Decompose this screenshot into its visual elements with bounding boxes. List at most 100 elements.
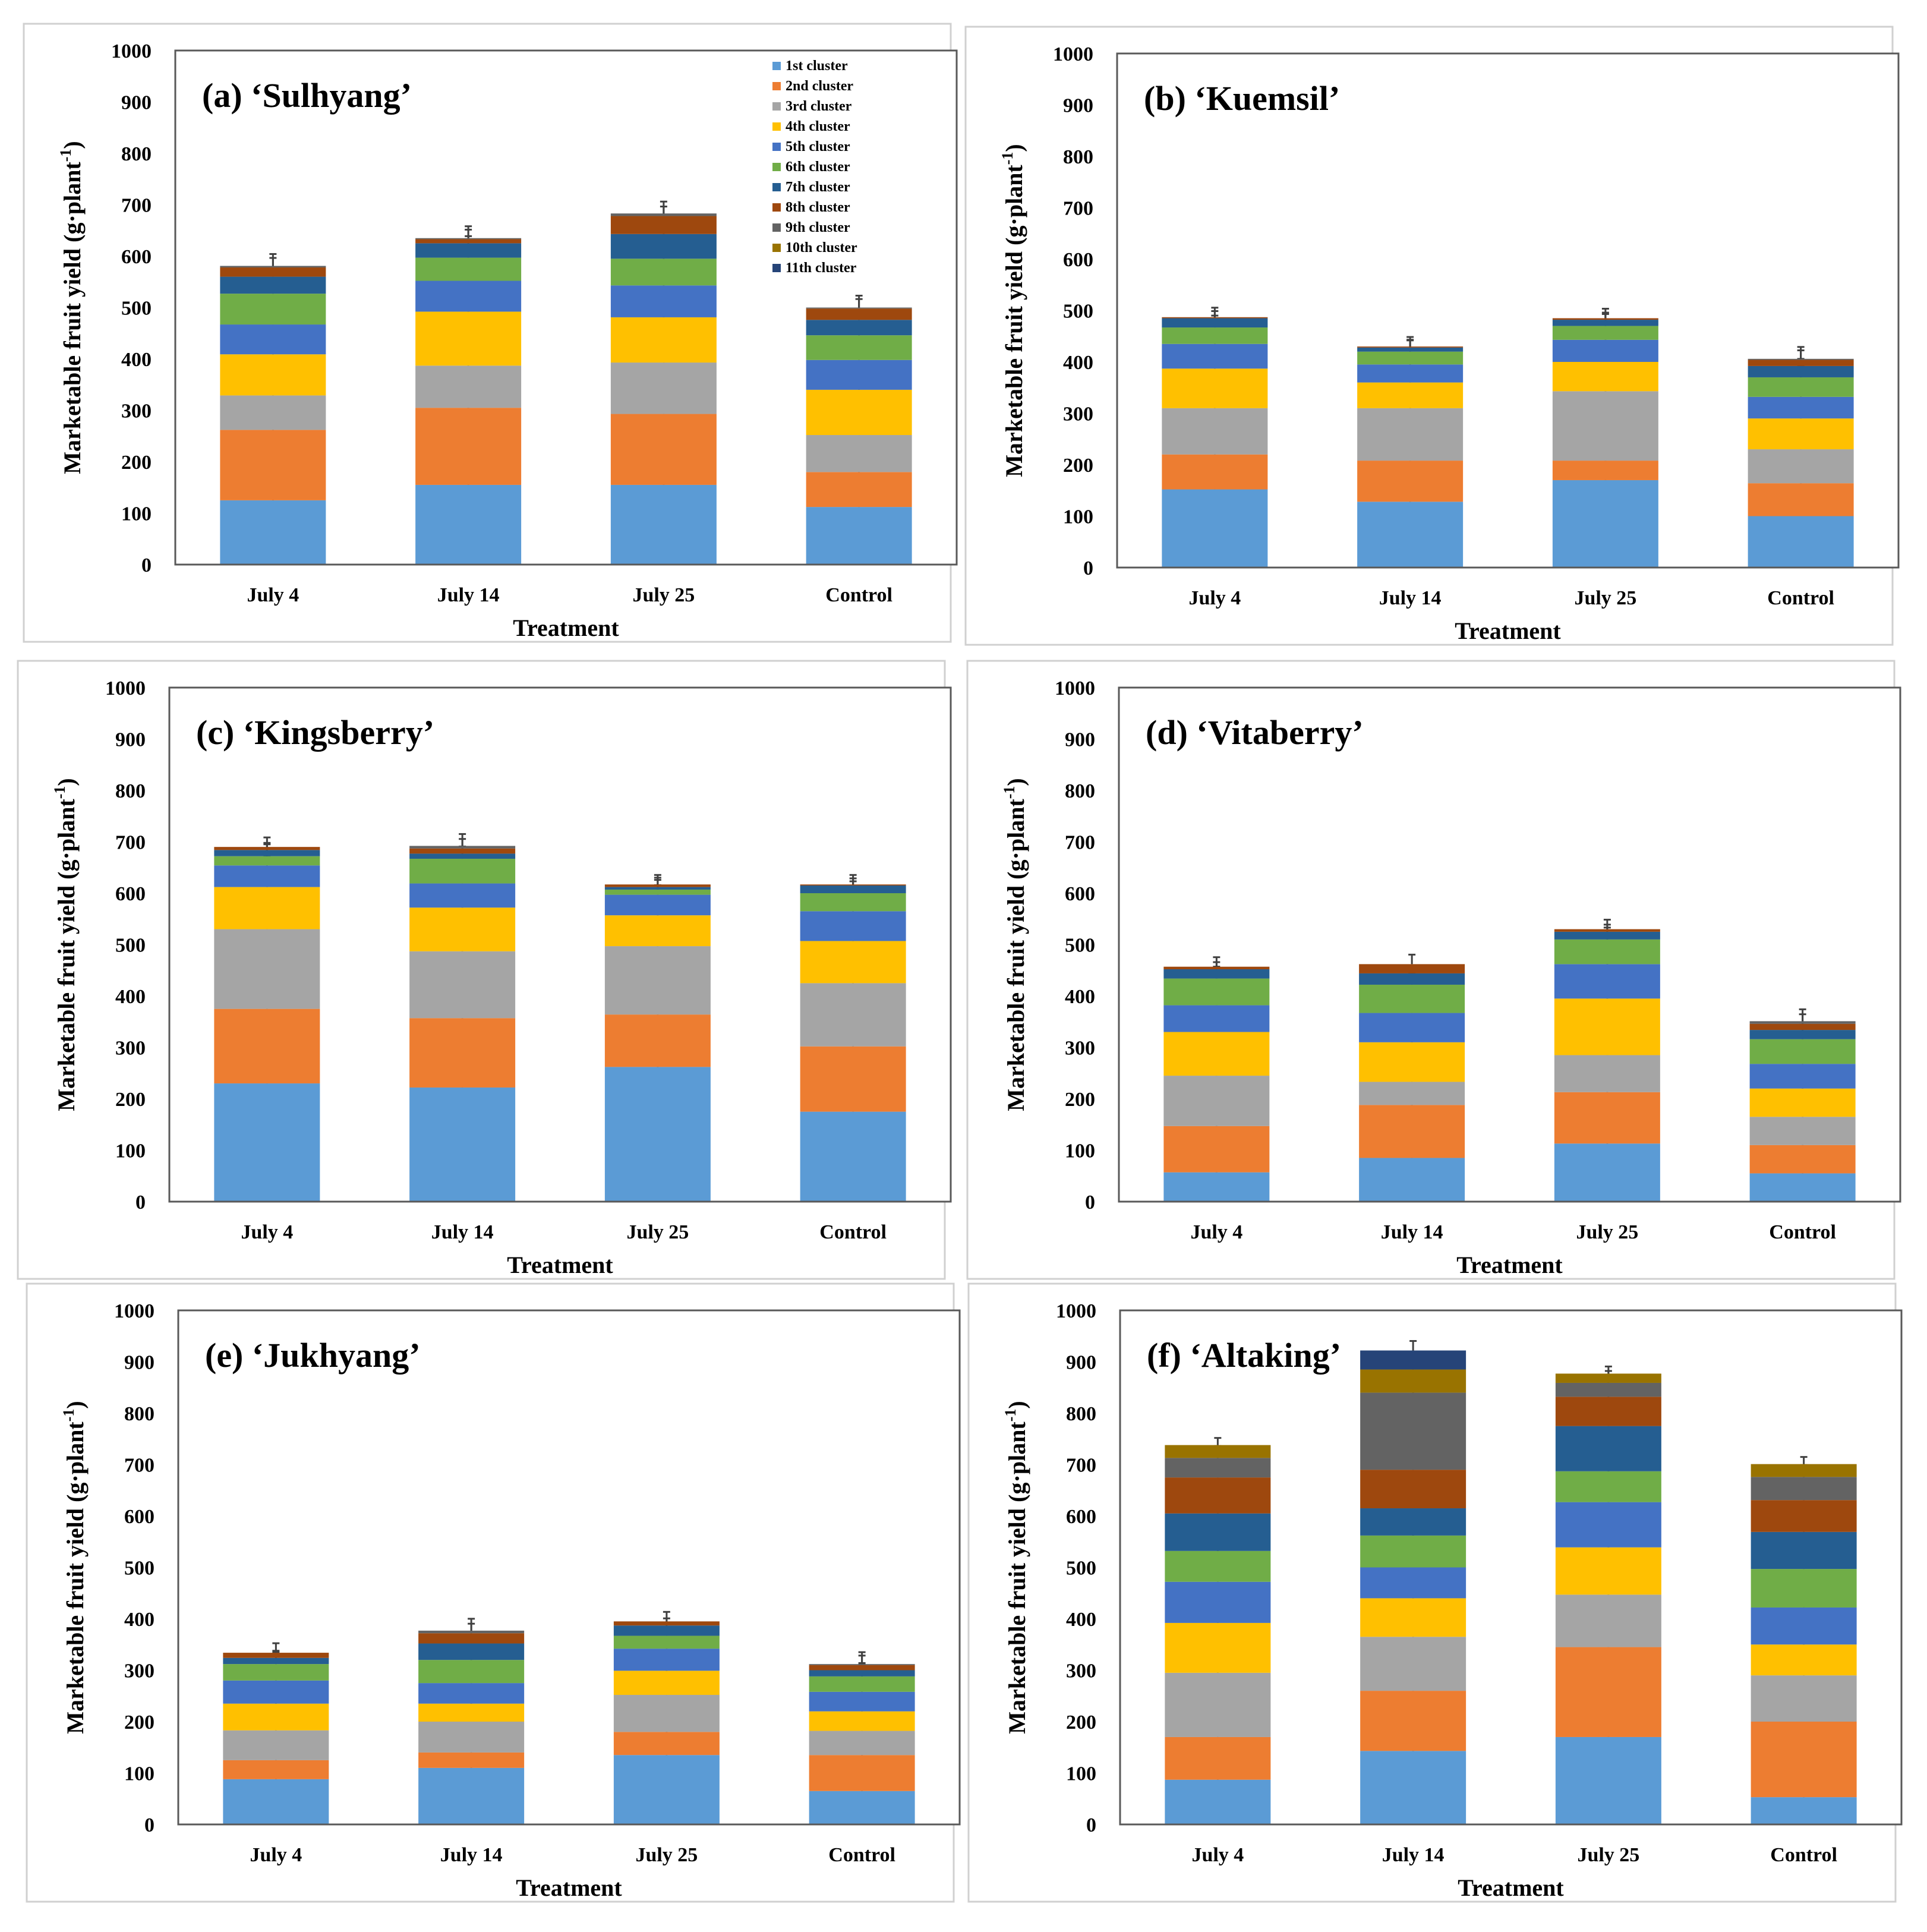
y-tick-label: 1000 [1053,43,1093,65]
y-tick-label: 300 [1065,1038,1095,1060]
bar-segment-cluster-3 [415,365,522,408]
bar-segment-cluster-4 [604,915,711,947]
bar-segment-cluster-6 [1748,377,1854,397]
y-tick-label: 400 [1063,352,1093,374]
bar-segment-cluster-1 [613,1755,720,1824]
bar-segment-cluster-8 [418,1633,525,1644]
y-axis-title-superscript: -1 [999,152,1016,165]
bar-segment-cluster-3 [1357,408,1464,461]
bar-segment-cluster-4 [610,317,717,363]
bar-segment-cluster-7 [1552,320,1658,326]
bar-segment-cluster-5 [610,285,717,317]
bar-segment-cluster-7 [1163,969,1270,979]
y-tick-label: 600 [1065,883,1095,905]
y-tick-label: 0 [141,554,152,576]
y-tick-label: 100 [124,1763,154,1785]
bar-segment-cluster-7 [1555,1426,1661,1471]
bar-segment-cluster-6 [418,1660,525,1684]
bar-segment-cluster-4 [1555,1547,1661,1595]
bar-segment-cluster-1 [806,507,912,565]
bar-stack-3 [1555,1365,1661,1824]
bar-segment-cluster-10 [1751,1464,1857,1477]
bar-segment-cluster-3 [1751,1675,1857,1722]
bar-segment-cluster-7 [1360,1508,1466,1536]
bar-segment-cluster-8 [800,884,906,886]
bar-segment-cluster-2 [1360,1691,1466,1751]
x-axis-title: Treatment [516,1874,622,1901]
y-tick-label: 700 [1066,1455,1096,1477]
bar-stack-3 [1554,919,1660,1202]
legend-swatch [772,102,781,111]
bar-segment-cluster-5 [409,883,516,908]
x-tick-label: Control [1767,587,1834,609]
bar-segment-cluster-8 [1357,346,1464,348]
y-tick-label: 500 [1066,1558,1096,1580]
y-tick-label: 800 [1066,1403,1096,1425]
y-axis-title-end: ) [1001,144,1027,152]
y-tick-label: 200 [121,452,152,474]
bar-segment-cluster-5 [418,1683,525,1704]
bar-segment-cluster-8 [1749,1023,1856,1030]
y-tick-label: 100 [121,503,152,525]
bar-segment-cluster-1 [1357,502,1464,568]
y-tick-label: 400 [1066,1609,1096,1631]
bar-segment-cluster-1 [1163,1172,1270,1202]
bar-segment-cluster-5 [1552,339,1658,362]
bar-segment-cluster-8 [806,308,912,320]
bar-segment-cluster-3 [1748,449,1854,484]
bar-segment-cluster-5 [214,865,320,887]
bar-segment-cluster-4 [1163,1032,1270,1076]
y-tick-label: 1000 [111,40,152,62]
bar-segment-cluster-3 [418,1722,525,1753]
y-tick-label: 100 [1063,506,1093,528]
bar-segment-cluster-1 [1359,1158,1465,1202]
chart-panel-4: 0 100 200 300 400 500 600 700 800 900 1000 Marketab… [966,660,1901,1280]
legend-label: 8th cluster [786,200,850,215]
bar-segment-cluster-8 [1360,1470,1466,1509]
y-axis-title: Marketable fruit yield (g·plant-1) [51,778,80,1111]
y-axis-title: Marketable fruit yield (g·plant-1) [1002,1401,1030,1734]
bar-segment-cluster-6 [1555,1471,1661,1502]
y-tick-label: 600 [1066,1506,1096,1528]
y-tick-label: 100 [1065,1140,1095,1162]
bar-segment-cluster-2 [1163,1126,1270,1173]
bar-segment-cluster-9 [1748,358,1854,360]
bar-segment-cluster-7 [610,234,717,259]
y-tick-label: 1000 [114,1300,154,1322]
legend-label: 1st cluster [786,58,848,74]
bar-segment-cluster-1 [800,1111,906,1202]
bar-segment-cluster-1 [223,1779,329,1824]
bar-segment-cluster-2 [223,1760,329,1779]
x-tick-label: Control [828,1844,895,1866]
bar-segment-cluster-2 [1552,461,1658,480]
bar-segment-cluster-5 [613,1649,720,1671]
bar-segment-cluster-1 [1555,1736,1661,1824]
bar-segment-cluster-6 [604,889,711,895]
y-tick-label: 400 [124,1609,154,1631]
chart-panel-1: 0 100 200 300 400 500 600 700 800 900 1000 Marketab… [23,23,958,643]
legend-swatch [772,223,781,232]
bar-stack-3 [613,1610,720,1824]
x-tick-label: July 4 [241,1221,293,1243]
bar-segment-cluster-7 [1749,1030,1856,1039]
bar-segment-cluster-6 [806,335,912,360]
bar-segment-cluster-2 [610,414,717,485]
bar-segment-cluster-4 [806,389,912,436]
bar-segment-cluster-4 [1554,998,1660,1055]
bar-segment-cluster-8 [610,216,717,234]
y-tick-label: 700 [124,1455,154,1477]
bar-segment-cluster-2 [1751,1722,1857,1798]
bar-segment-cluster-6 [220,294,326,325]
bar-stack-1 [1163,956,1270,1202]
chart-panel-2: 0 100 200 300 400 500 600 700 800 900 1000 Marketab… [964,26,1900,646]
legend-label: 9th cluster [786,220,850,235]
bar-segment-cluster-6 [809,1676,915,1692]
bar-segment-cluster-4 [1749,1088,1856,1117]
legend-label: 5th cluster [786,139,850,155]
bar-segment-cluster-4 [223,1703,329,1731]
legend-swatch [772,143,781,151]
bar-segment-cluster-3 [1163,1076,1270,1126]
legend-label: 3rd cluster [786,99,852,114]
y-axis-title: Marketable fruit yield (g·plant-1) [60,1401,89,1734]
y-tick-label: 900 [1066,1352,1096,1374]
